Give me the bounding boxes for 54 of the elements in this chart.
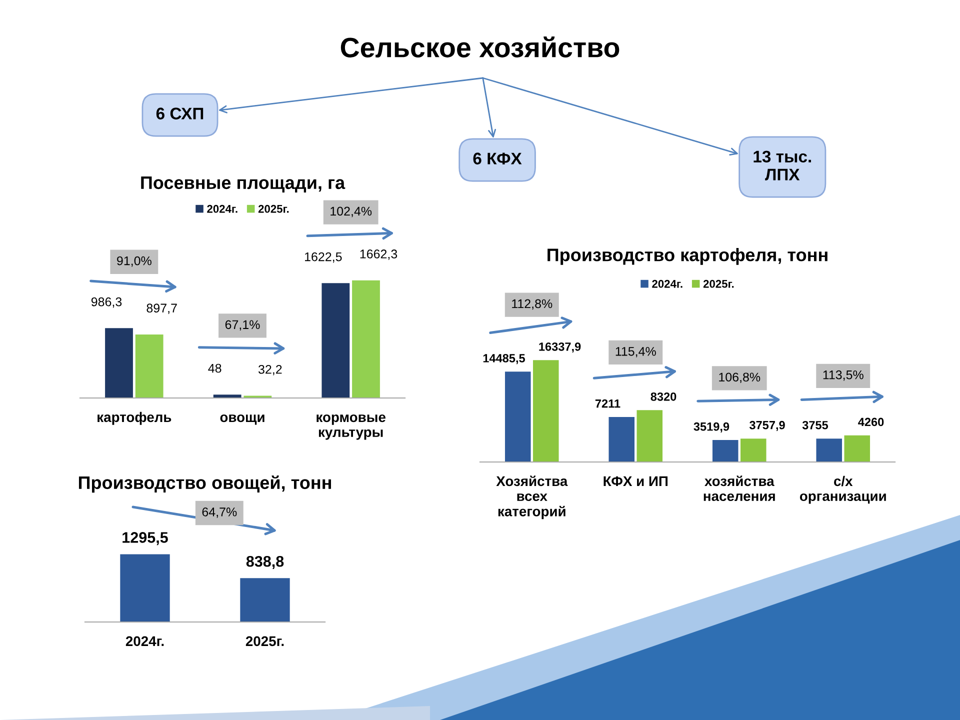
bar — [352, 280, 380, 398]
data-label: 14485,5 — [483, 354, 525, 364]
annotation: 113,5% — [823, 370, 864, 381]
text: 115,4% — [616, 347, 656, 358]
text: 64,7% — [202, 508, 237, 518]
x-tick-label: с/х организации — [800, 476, 886, 504]
legend-label: 2024г. — [207, 204, 238, 213]
bar — [504, 372, 531, 462]
text: 91,0% — [117, 256, 152, 267]
text: 102,4% — [330, 206, 372, 218]
data-label: 897,7 — [146, 304, 177, 314]
data-label: 8320 — [650, 392, 676, 401]
data-label: 1622,5 — [305, 252, 342, 263]
bar — [712, 440, 738, 462]
bar — [844, 435, 870, 462]
x-tick-label: овощи — [220, 414, 264, 425]
data-label: 4260 — [858, 418, 884, 426]
bar — [740, 438, 766, 462]
text: 13 тыс. ЛПХ — [754, 150, 811, 180]
data-label: 16337,9 — [539, 342, 581, 353]
bar — [636, 410, 663, 462]
data-label: 32,2 — [258, 364, 282, 376]
data-label: 48 — [208, 364, 222, 373]
bar — [135, 334, 164, 398]
data-label: 1295,5 — [122, 532, 168, 546]
data-label: 3755 — [802, 420, 828, 430]
legend-label: 2024г. — [652, 280, 682, 288]
data-label: 3757,9 — [749, 420, 785, 431]
text: 6 СХП — [156, 108, 204, 120]
text: 112,8% — [512, 299, 552, 310]
bar — [532, 360, 559, 462]
legend-label: 2025г. — [258, 204, 289, 213]
data-label: 7211 — [595, 399, 620, 408]
annotation: 106,8% — [719, 372, 760, 384]
legend-label: 2025г. — [703, 280, 734, 288]
data-label: 986,3 — [91, 297, 122, 308]
annotation: 67,1% — [225, 320, 260, 331]
x-tick-label: кормовые культуры — [316, 414, 386, 440]
chart-title: Посевные площади, га — [141, 176, 346, 192]
data-label: 1662,3 — [360, 250, 398, 260]
data-label: 3519,9 — [694, 422, 730, 432]
text: 6 КФХ — [473, 152, 522, 164]
bar — [608, 417, 635, 462]
x-tick-label: хозяйства населения — [704, 476, 775, 502]
bar — [105, 328, 133, 398]
data-label: 838,8 — [246, 556, 284, 569]
x-tick-label: Хозяйства всех категорий — [496, 476, 568, 520]
text: Сельское хозяйство — [340, 36, 620, 58]
x-tick-label: КФХ и ИП — [604, 476, 668, 486]
x-tick-label: картофель — [98, 412, 172, 425]
chart-title: Производство овощей, тонн — [78, 475, 331, 493]
bar — [322, 283, 350, 398]
bar — [816, 438, 842, 462]
chart-title: Производство картофеля, тонн — [548, 248, 828, 265]
